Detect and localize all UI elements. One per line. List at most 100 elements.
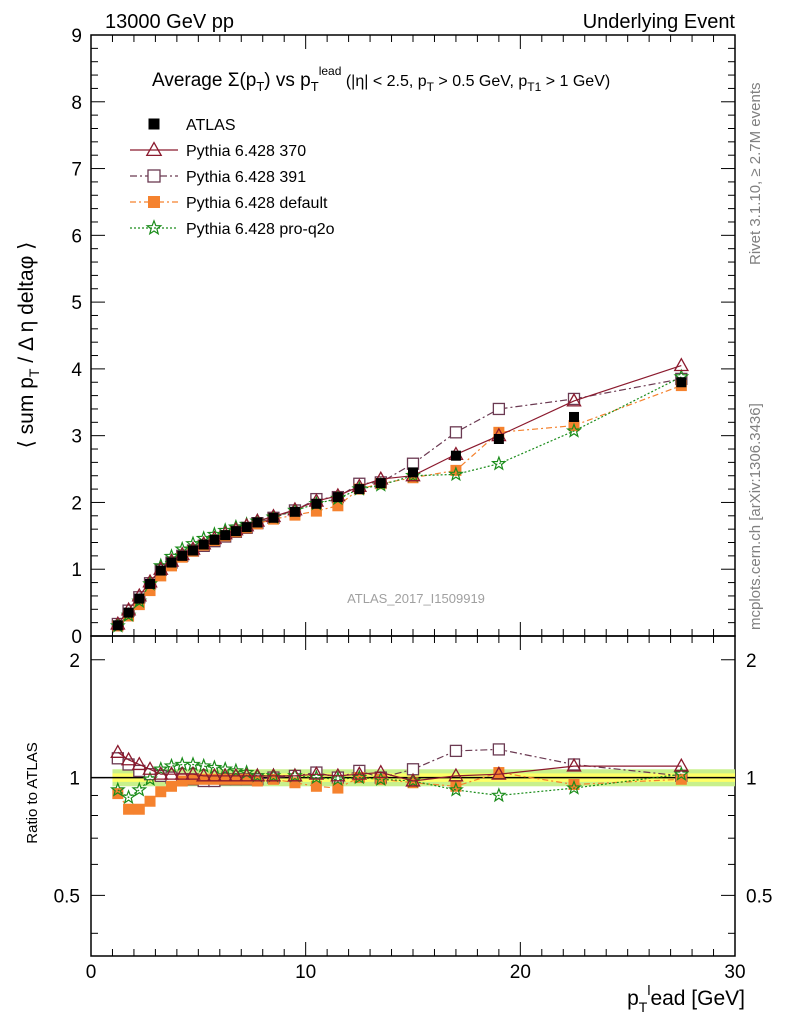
default-marker xyxy=(155,570,167,582)
p370-marker xyxy=(566,757,582,772)
atlas-marker xyxy=(241,522,252,533)
proq2o-marker xyxy=(566,779,582,795)
default-marker xyxy=(450,464,462,476)
p370-marker xyxy=(491,766,507,780)
p370-marker xyxy=(217,767,233,782)
y-tick-label: 8 xyxy=(71,93,82,114)
default-marker xyxy=(230,773,242,785)
p370-marker xyxy=(174,766,190,780)
header-right: Underlying Event xyxy=(583,11,736,33)
atlas-marker xyxy=(289,506,300,517)
analysis-watermark: ATLAS_2017_I1509919 xyxy=(347,591,485,606)
proq2o-marker xyxy=(673,765,690,781)
p370-marker xyxy=(249,767,266,782)
p370-marker xyxy=(153,766,169,780)
p370-marker xyxy=(163,766,180,780)
plot-title: Average Σ(pT) vs pTlead (|η| < 2.5, pT >… xyxy=(152,64,610,94)
x-tick-label: 0 xyxy=(86,962,97,983)
p370-marker xyxy=(351,766,368,780)
atlas-marker xyxy=(676,377,687,388)
ratio-tick-label-right: 0.5 xyxy=(746,886,772,907)
atlas-marker xyxy=(177,550,188,561)
x-tick-label: 10 xyxy=(295,962,316,983)
default-marker xyxy=(219,773,231,785)
y-tick-label: 3 xyxy=(71,427,82,448)
atlas-marker xyxy=(252,517,263,528)
p391-marker xyxy=(492,402,506,416)
x-tick-label: 20 xyxy=(510,962,531,983)
p370-marker xyxy=(265,767,282,782)
proq2o-marker xyxy=(287,767,303,783)
ratio-panel-frame xyxy=(90,635,736,957)
y-tick-label: 5 xyxy=(71,293,82,314)
p370-marker xyxy=(206,767,223,782)
atlas-marker xyxy=(209,534,220,545)
p370-marker xyxy=(566,392,582,407)
default-marker xyxy=(198,773,210,785)
p391-line xyxy=(117,378,682,625)
default-marker xyxy=(144,585,156,597)
p370-marker xyxy=(448,767,464,782)
atlas-marker xyxy=(354,484,365,495)
p370-marker xyxy=(373,764,389,779)
default-marker xyxy=(332,500,344,512)
p370-line xyxy=(117,365,682,625)
atlas-marker xyxy=(268,512,279,523)
proq2o-marker xyxy=(120,789,137,805)
default-marker xyxy=(166,780,177,792)
atlas-marker xyxy=(311,498,322,509)
p370-marker xyxy=(228,767,244,782)
p370-marker xyxy=(330,767,346,782)
proq2o-marker xyxy=(448,466,464,482)
y-tick-label: 2 xyxy=(71,493,82,514)
default-marker xyxy=(310,505,322,517)
ratio-tick-label: 2 xyxy=(69,651,80,672)
p370-marker xyxy=(120,751,137,766)
proq2o-marker xyxy=(265,767,282,783)
proq2o-marker xyxy=(448,781,464,797)
proq2o-marker xyxy=(490,787,507,803)
y-tick-label: 6 xyxy=(71,226,82,247)
default-marker xyxy=(176,775,188,787)
atlas-marker xyxy=(569,411,579,422)
default-marker xyxy=(310,780,322,792)
proq2o-marker xyxy=(163,757,180,773)
y-tick-label: 4 xyxy=(71,360,82,381)
default-marker xyxy=(144,795,156,807)
default-marker xyxy=(450,780,462,792)
proq2o-marker xyxy=(249,767,266,783)
p391-marker xyxy=(567,758,581,771)
default-line xyxy=(117,385,682,627)
atlas-marker xyxy=(493,434,504,445)
p370-marker xyxy=(185,766,201,780)
ratio-series-p370 xyxy=(110,744,690,787)
atlas-marker xyxy=(123,607,134,618)
default-marker xyxy=(493,426,505,438)
atlas-marker xyxy=(112,620,123,631)
header-left: 13000 GeV pp xyxy=(105,11,234,33)
atlas-marker xyxy=(148,118,160,130)
default-marker xyxy=(241,773,253,785)
atlas-marker xyxy=(332,492,343,503)
legend-label-atlas: ATLAS xyxy=(186,117,236,134)
y-tick-label: 9 xyxy=(71,26,82,47)
default-marker xyxy=(289,777,301,789)
atlas-marker xyxy=(166,557,177,568)
p370-marker xyxy=(673,757,690,772)
atlas-marker xyxy=(187,545,198,556)
default-marker xyxy=(568,779,580,791)
p370-marker xyxy=(110,744,126,758)
default-marker xyxy=(332,782,344,794)
atlas-marker xyxy=(375,478,386,489)
ratio-tick-label-right: 2 xyxy=(746,651,757,672)
atlas-marker xyxy=(408,467,418,478)
proq2o-marker xyxy=(238,764,255,780)
proq2o-marker xyxy=(227,762,244,778)
atlas-marker xyxy=(198,539,209,550)
proq2o-line xyxy=(117,376,682,627)
proq2o-marker xyxy=(131,781,148,797)
main-series xyxy=(109,357,690,633)
proq2o-marker xyxy=(405,772,421,788)
x-axis-label: pTlead [GeV] xyxy=(627,982,745,1015)
